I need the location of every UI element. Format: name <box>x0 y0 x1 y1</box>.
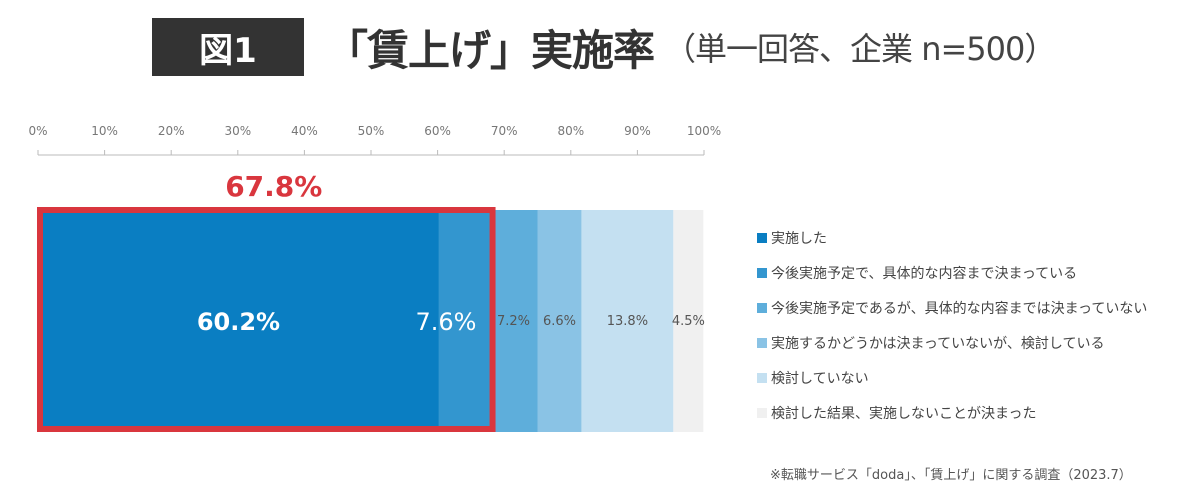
bar-segment <box>673 210 704 432</box>
legend: 実施した今後実施予定で、具体的な内容まで決まっている今後実施予定であるが、具体的… <box>757 220 1147 430</box>
legend-swatch <box>757 372 767 383</box>
legend-label: 検討した結果、実施しないことが決まった <box>771 405 1037 422</box>
legend-item: 実施するかどうかは決まっていないが、検討している <box>757 325 1147 360</box>
legend-swatch <box>757 337 767 348</box>
legend-label: 今後実施予定であるが、具体的な内容までは決まっていない <box>771 300 1148 317</box>
x-tick-label: 10% <box>91 124 118 138</box>
x-tick-label: 30% <box>224 124 251 138</box>
data-label: 4.5% <box>672 314 705 329</box>
source-note: ※転職サービス「doda」、「賃上げ」に関する調査（2023.7） <box>770 468 1132 483</box>
bar-segment <box>581 210 674 432</box>
legend-item: 検討していない <box>757 360 1147 395</box>
data-label: 7.2% <box>497 314 530 329</box>
legend-label: 実施した <box>771 230 827 247</box>
legend-swatch <box>757 302 767 313</box>
bar-segment <box>489 210 538 432</box>
x-tick-label: 60% <box>424 124 451 138</box>
x-tick-label: 40% <box>291 124 318 138</box>
x-tick-label: 50% <box>358 124 385 138</box>
x-tick-label: 80% <box>557 124 584 138</box>
highlight-box <box>37 207 496 432</box>
legend-label: 検討していない <box>771 370 869 387</box>
legend-label: 実施するかどうかは決まっていないが、検討している <box>771 335 1105 352</box>
legend-item: 実施した <box>757 220 1147 255</box>
legend-item: 今後実施予定で、具体的な内容まで決まっている <box>757 255 1147 290</box>
x-tick-label: 20% <box>158 124 185 138</box>
x-tick-label: 90% <box>624 124 651 138</box>
legend-swatch <box>757 232 767 243</box>
data-label: 13.8% <box>607 314 648 329</box>
data-label: 7.6% <box>415 308 476 336</box>
bar-segment <box>38 210 439 432</box>
title-main: 「賃上げ」実施率 <box>326 25 655 75</box>
legend-label: 今後実施予定で、具体的な内容まで決まっている <box>771 265 1078 282</box>
data-label: 60.2% <box>197 308 280 336</box>
title-subtitle: （単一回答、企業 n=500） <box>664 30 1056 68</box>
figure-badge: 図1 <box>152 18 304 76</box>
x-tick-label: 0% <box>28 124 47 138</box>
x-tick-label: 100% <box>687 124 721 138</box>
highlight-label: 67.8% <box>225 170 322 203</box>
data-label: 6.6% <box>543 314 576 329</box>
legend-swatch <box>757 267 767 278</box>
bar-segment <box>438 210 490 432</box>
bar-segment <box>537 210 582 432</box>
legend-swatch <box>757 407 767 418</box>
legend-item: 検討した結果、実施しないことが決まった <box>757 395 1147 430</box>
chart-title: 図1 「賃上げ」実施率 （単一回答、企業 n=500） <box>152 18 1056 76</box>
x-tick-label: 70% <box>491 124 518 138</box>
legend-item: 今後実施予定であるが、具体的な内容までは決まっていない <box>757 290 1147 325</box>
